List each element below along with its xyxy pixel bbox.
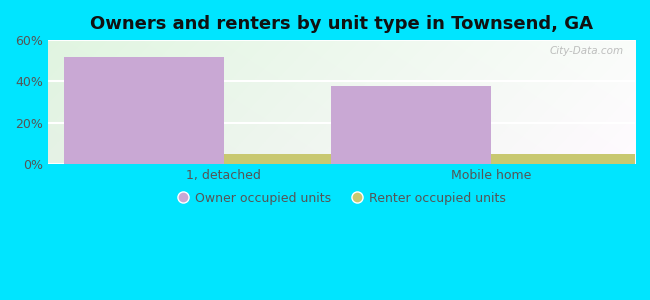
- Bar: [224, 154, 384, 164]
- Bar: [491, 154, 650, 164]
- Text: City-Data.com: City-Data.com: [549, 46, 623, 56]
- Title: Owners and renters by unit type in Townsend, GA: Owners and renters by unit type in Towns…: [90, 15, 593, 33]
- Legend: Owner occupied units, Renter occupied units: Owner occupied units, Renter occupied un…: [172, 187, 511, 210]
- Bar: [331, 85, 491, 164]
- Bar: [64, 57, 224, 164]
